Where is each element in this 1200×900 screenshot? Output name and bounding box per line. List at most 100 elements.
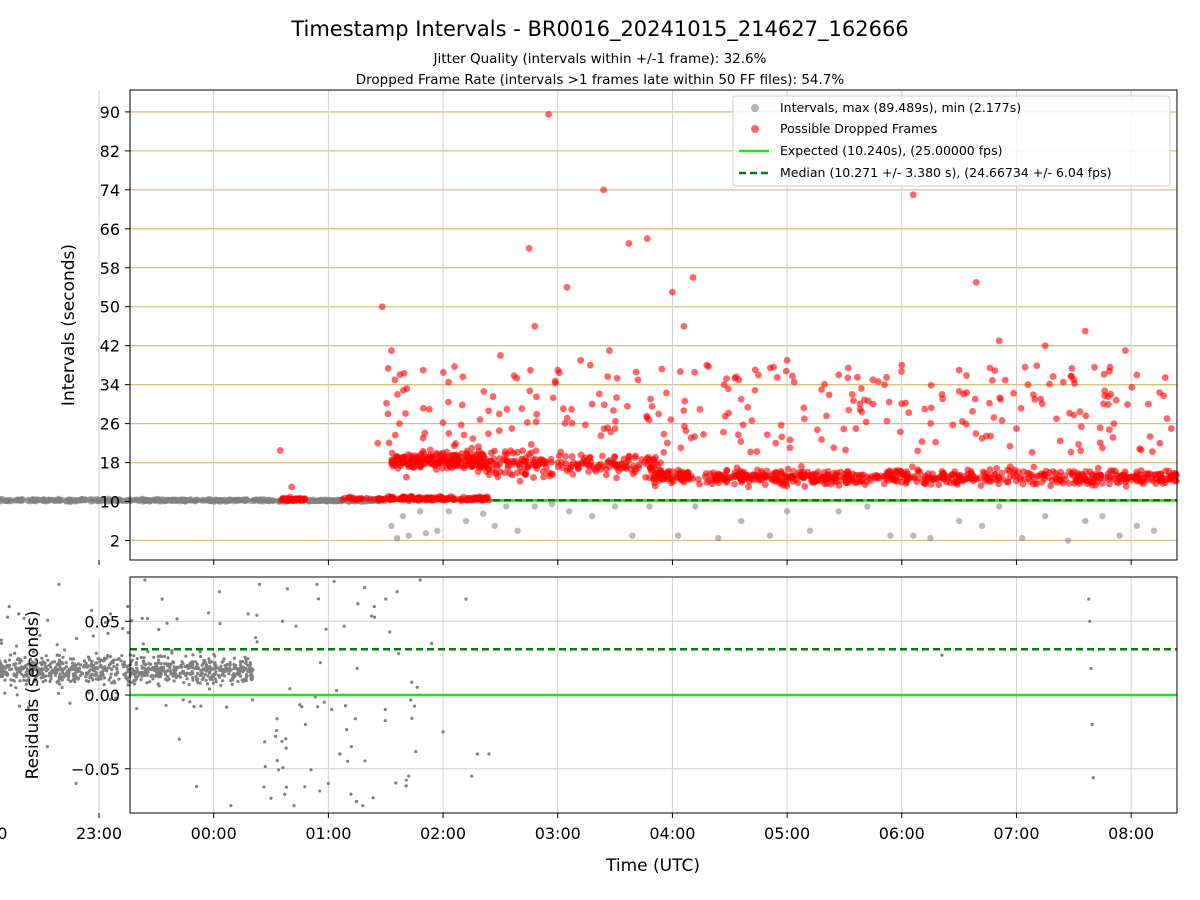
residual-point: [338, 752, 342, 756]
interval-point: [19, 496, 26, 504]
dropped-frame-point: [660, 430, 668, 438]
dropped-frame-point: [719, 428, 727, 436]
residual-point: [298, 703, 302, 707]
dropped-frame-point: [905, 409, 913, 417]
interval-point: [204, 496, 212, 503]
dropped-frame-point: [1024, 381, 1032, 389]
residual-point: [30, 660, 35, 664]
residual-point: [37, 672, 41, 676]
residual-point: [133, 682, 137, 686]
residual-point: [66, 677, 70, 682]
dropped-frame-point: [485, 430, 492, 438]
residual-point: [101, 673, 105, 677]
residual-point: [244, 676, 248, 680]
interval-point: [55, 495, 63, 503]
residual-point: [185, 677, 189, 681]
dropped-frame-point: [436, 459, 444, 467]
residual-point: [17, 704, 22, 708]
dropped-frame-point: [509, 457, 517, 465]
dropped-frame-point: [927, 381, 935, 389]
residual-point: [157, 684, 161, 688]
interval-point: [978, 522, 986, 530]
interval-point: [329, 497, 337, 504]
residual-point: [50, 668, 55, 672]
dropped-frame-point: [821, 380, 828, 388]
dropped-frame-point: [1163, 415, 1171, 422]
dropped-frame-point: [973, 475, 981, 483]
interval-point: [766, 532, 774, 539]
dropped-frame-point: [935, 481, 943, 489]
residual-point: [326, 781, 330, 786]
dropped-frame-point: [1106, 480, 1113, 488]
dropped-frame-point: [516, 477, 524, 485]
dropped-frame-point: [643, 414, 651, 422]
residual-point: [363, 759, 367, 763]
dropped-frame-point: [1017, 404, 1025, 412]
residual-point: [141, 659, 146, 663]
residual-point: [137, 672, 142, 676]
residual-point: [207, 671, 212, 675]
legend-label-median: Median (10.271 +/- 3.380 s), (24.66734 +…: [780, 165, 1111, 180]
interval-point: [169, 496, 176, 503]
interval-point: [138, 495, 145, 503]
residual-point: [60, 678, 65, 682]
interval-point: [49, 496, 57, 504]
residual-point: [470, 774, 474, 778]
dropped-frame-point: [426, 446, 434, 454]
dropped-frame-point: [913, 478, 921, 486]
bottom-ytick-label: 0.05: [84, 612, 120, 631]
dropped-frame-point: [819, 473, 827, 481]
dropped-frame-point: [1019, 480, 1027, 488]
residual-point: [120, 653, 124, 658]
residual-point: [3, 659, 7, 663]
residual-point: [32, 679, 36, 683]
dropped-frame-point: [378, 303, 386, 311]
residual-point: [342, 624, 346, 628]
bottom-yticks: −0.05 0.00 0.05: [71, 612, 130, 779]
dropped-frame-point: [1074, 472, 1082, 480]
dropped-frame-point: [396, 495, 404, 503]
residual-point: [135, 706, 139, 711]
dropped-frame-point: [1072, 477, 1079, 485]
residual-point: [303, 722, 308, 727]
dropped-frame-point: [459, 463, 467, 470]
dropped-frame-point: [613, 394, 620, 401]
dropped-frame-point: [773, 373, 781, 381]
dropped-frame-point: [1099, 444, 1106, 452]
legend-label-intervals: Intervals, max (89.489s), min (2.177s): [780, 100, 1021, 115]
dropped-frame-point: [588, 400, 596, 408]
dropped-frame-point: [681, 422, 688, 430]
residual-point: [122, 660, 126, 664]
dropped-frame-point: [476, 416, 484, 424]
residual-point: [87, 670, 91, 674]
dropped-frame-point: [927, 404, 935, 412]
interval-point: [738, 517, 745, 525]
residual-point: [189, 664, 193, 669]
residual-point: [7, 604, 11, 609]
dropped-frame-point: [586, 361, 594, 369]
residual-point: [122, 672, 126, 677]
residual-point: [19, 665, 24, 669]
dropped-frame-point: [674, 475, 682, 482]
residual-point: [475, 752, 480, 756]
residual-point: [102, 683, 106, 687]
dropped-frame-point: [940, 469, 947, 477]
dropped-frame-point: [955, 366, 963, 374]
dropped-frame-point: [419, 434, 427, 442]
residual-point: [249, 677, 253, 681]
residual-point: [157, 672, 161, 676]
dropped-frame-point: [883, 417, 891, 425]
residual-point: [940, 653, 944, 657]
top-grid: [98, 90, 1177, 560]
residual-point: [81, 665, 86, 669]
dropped-frame-point: [979, 468, 987, 476]
bottom-xticks: 22:00 23:00 00:00 01:00 02:00 03:00 04:00 05:00…: [0, 813, 1154, 843]
residual-point: [4, 670, 8, 675]
dropped-frame-point: [522, 469, 530, 477]
dropped-frame-point: [1147, 470, 1154, 478]
interval-point: [12, 497, 20, 504]
dropped-frame-point: [474, 496, 481, 503]
dropped-frame-point: [611, 417, 619, 425]
dropped-frame-point: [451, 456, 459, 464]
interval-point: [40, 495, 48, 503]
